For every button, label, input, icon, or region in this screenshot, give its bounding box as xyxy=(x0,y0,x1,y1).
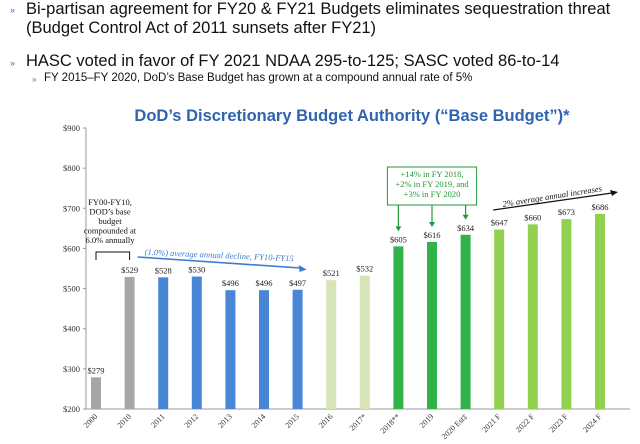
y-tick-label: $200 xyxy=(63,404,80,414)
sub-bullet-text: FY 2015–FY 2020, DoD’s Base Budget has g… xyxy=(44,72,473,84)
bar-value-label: $496 xyxy=(222,278,239,288)
fy00-fy10-bracket xyxy=(95,251,131,260)
bar xyxy=(191,276,202,409)
fy00-fy10-annotation-line: FY00-FY10, xyxy=(88,197,132,207)
bar xyxy=(91,377,101,409)
bar-value-label: $521 xyxy=(323,268,340,278)
x-tick-label: 2018** xyxy=(378,412,401,435)
x-tick-label: 2019 xyxy=(418,412,436,430)
bar xyxy=(561,219,572,409)
x-tick-label: 2020 Est‡ xyxy=(440,412,469,441)
projection-arrow-line xyxy=(493,192,613,211)
x-tick-label: 2011 xyxy=(149,412,166,429)
bar-value-label: $616 xyxy=(424,230,441,240)
x-tick-label: 2017* xyxy=(348,412,369,433)
chart-title: DoD’s Discretionary Budget Authority (“B… xyxy=(134,107,570,125)
bar-value-label: $605 xyxy=(390,234,407,244)
x-tick-label: 2024 F xyxy=(581,412,604,435)
bar-value-label: $497 xyxy=(289,278,306,288)
x-tick-label: 2016 xyxy=(317,412,335,430)
x-tick-label: 2013 xyxy=(216,412,234,430)
decline-arrow-line xyxy=(137,256,301,269)
x-tick-label: 2012 xyxy=(183,412,201,430)
sub-bullet-marker: » xyxy=(32,75,37,84)
decline-annotation: (1.0%) average annual decline, FY10-FY15 xyxy=(144,247,293,263)
bar xyxy=(527,224,538,409)
y-tick-label: $800 xyxy=(63,163,80,173)
y-tick-label: $600 xyxy=(63,243,80,253)
x-tick-label: 2021 F xyxy=(480,412,503,435)
bar xyxy=(124,276,135,409)
increase-box-line: +3% in FY 2020 xyxy=(404,189,461,199)
x-tick-label: 2022 F xyxy=(514,412,537,435)
bar xyxy=(393,246,404,409)
bullet-marker-1: » xyxy=(10,5,16,15)
bar xyxy=(595,213,605,409)
fy00-fy10-annotation-line: 6.0% annually xyxy=(85,235,135,245)
y-tick-label: $400 xyxy=(63,324,80,334)
bullet-text-1-line-1: Bi-partisan agreement for FY20 & FY21 Bu… xyxy=(26,0,611,18)
bar xyxy=(460,234,471,409)
bars: $279 $529 $528 $530 $496 $496 $497 $521 $532 $605… xyxy=(88,202,609,409)
bar-value-label: $528 xyxy=(155,265,172,275)
bar xyxy=(225,290,236,409)
fy00-fy10-annotation-line: budget xyxy=(98,216,122,226)
increase-arrow-head xyxy=(395,226,402,232)
bar-value-label: $647 xyxy=(491,218,508,228)
fy00-fy10-annotation-line: compounded at xyxy=(84,226,137,236)
x-tick-label: 2015 xyxy=(283,412,301,430)
bullet-text-1-line-2: (Budget Control Act of 2011 sunsets afte… xyxy=(26,19,377,37)
bar xyxy=(326,280,337,409)
increase-box-line: +2% in FY 2019, and xyxy=(395,179,469,189)
bar xyxy=(158,277,169,409)
decline-arrow-head xyxy=(298,265,307,272)
projection-arrow-head xyxy=(610,190,618,196)
bar xyxy=(259,290,269,409)
increase-arrow-head xyxy=(429,222,435,228)
increase-box xyxy=(386,166,478,206)
bar-value-label: $634 xyxy=(457,223,475,233)
bar-value-label: $532 xyxy=(356,264,373,274)
bar-value-label: $529 xyxy=(121,265,138,275)
y-tick-label: $700 xyxy=(63,203,80,213)
bar-value-label: $530 xyxy=(188,265,205,275)
y-tick-label: $900 xyxy=(63,123,80,133)
bar xyxy=(427,242,437,409)
fy00-fy10-annotation-line: DOD’s base xyxy=(89,207,131,217)
bullet-text-2: HASC voted in favor of FY 2021 NDAA 295-… xyxy=(26,52,560,70)
x-axis-labels: 2000 2010 2011 2012 2013 2014 2015 2016 2017* 201… xyxy=(82,412,604,442)
bar-value-label: $279 xyxy=(88,365,105,375)
x-tick-label: 2010 xyxy=(115,412,133,430)
x-tick-label: 2014 xyxy=(250,412,268,430)
bar xyxy=(292,289,303,409)
bullet-marker-2: » xyxy=(10,58,16,68)
bar-value-label: $496 xyxy=(256,278,273,288)
x-tick-label: 2023 F xyxy=(548,412,571,435)
bar-value-label: $686 xyxy=(592,202,609,212)
y-tick-label: $500 xyxy=(63,284,80,294)
bar xyxy=(359,275,370,409)
x-tick-label: 2000 xyxy=(82,412,100,430)
bar xyxy=(494,229,505,409)
y-tick-label: $300 xyxy=(63,364,80,374)
bar-value-label: $673 xyxy=(558,207,575,217)
bar-value-label: $660 xyxy=(524,212,541,222)
increase-arrow-head xyxy=(462,214,469,220)
y-axis: $200 $300 $400 $500 $600 $700 $800 $900 xyxy=(63,123,630,414)
increase-box-line: +14% in FY 2018, xyxy=(400,169,463,179)
